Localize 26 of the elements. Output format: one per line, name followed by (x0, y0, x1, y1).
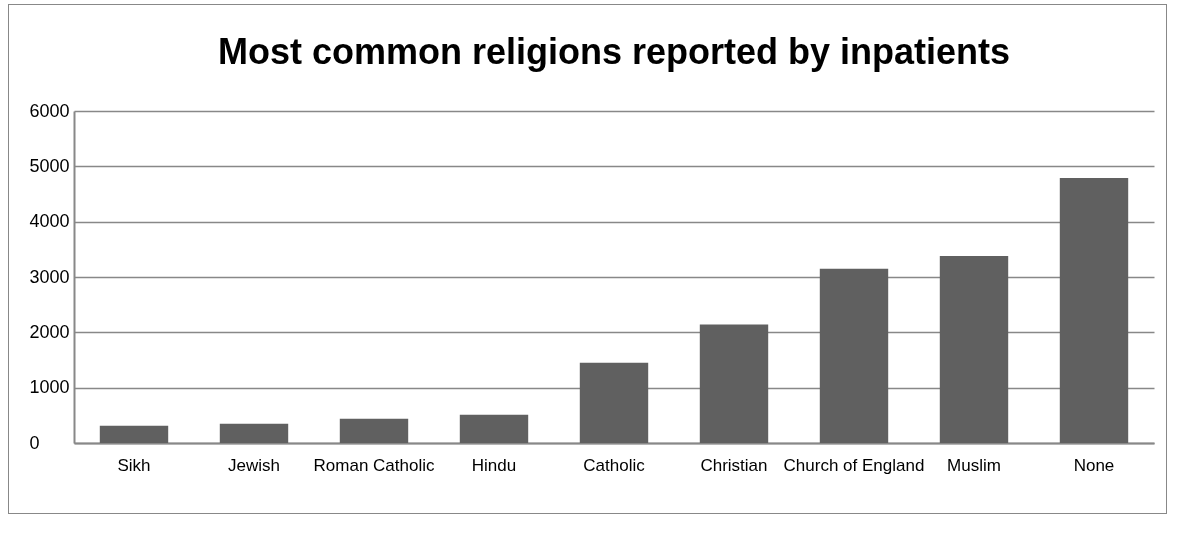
x-tick-label: Muslim (947, 455, 1001, 475)
y-tick-label: 1000 (29, 377, 70, 398)
bar (819, 268, 889, 443)
bar (219, 423, 289, 443)
y-tick-label: 4000 (29, 211, 70, 232)
bar (699, 324, 769, 443)
x-tick-label: Catholic (583, 455, 646, 475)
bar (99, 425, 169, 443)
bar (579, 362, 649, 443)
bar (459, 414, 529, 443)
x-tick-label: Sikh (117, 455, 151, 475)
x-tick-label: Jewish (228, 455, 280, 475)
x-tick-label: Christian (700, 455, 768, 475)
x-tick-label: Roman Catholic (313, 455, 435, 475)
x-tick-label: Hindu (471, 455, 517, 475)
chart-title: Most common religions reported by inpatients (217, 31, 1011, 72)
bar (1059, 177, 1129, 443)
y-tick-label: 0 (29, 432, 40, 453)
y-tick-label: 6000 (29, 100, 70, 121)
x-tick-label: None (1073, 455, 1115, 475)
y-tick-label: 2000 (29, 321, 70, 342)
bar (339, 418, 409, 443)
bar (939, 255, 1009, 443)
y-tick-label: 5000 (29, 155, 70, 176)
y-tick-label: 3000 (29, 266, 70, 287)
x-tick-label: Church of England (783, 455, 925, 475)
